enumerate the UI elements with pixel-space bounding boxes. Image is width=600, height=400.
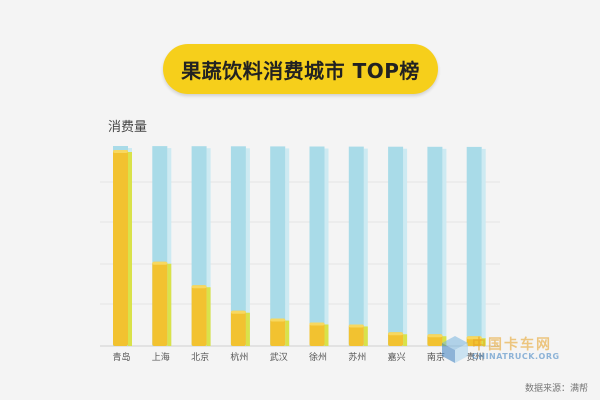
bar-value-3 [191, 285, 207, 346]
bar-1 [113, 146, 132, 346]
watermark-logo: 中国卡车网 CHINATRUCK.ORG [440, 330, 570, 380]
bar-3 [191, 146, 211, 346]
x-tick-label: 南京 [427, 351, 445, 363]
bar-10 [466, 146, 486, 346]
x-tick-label: 贵州 [466, 351, 484, 363]
bar-9 [427, 146, 447, 346]
x-tick-labels: 青岛 上海 北京 杭州 武汉 徐州 苏州 嘉兴 南京 贵州 [112, 351, 484, 363]
bar-value-5 [270, 318, 286, 346]
data-source: 数据来源：满帮 [524, 384, 588, 394]
bar-4 [230, 146, 250, 346]
bar-value-4 [230, 310, 246, 346]
x-tick-label: 苏州 [348, 351, 366, 363]
x-tick-label: 武汉 [270, 351, 288, 363]
bar-2 [152, 146, 172, 346]
x-tick-label: 徐州 [309, 351, 327, 363]
cube-icon [442, 336, 468, 363]
chart-title: 果蔬饮料消费城市 TOP榜 [163, 44, 438, 94]
bar-7 [348, 146, 368, 346]
bar-value-8 [388, 332, 404, 346]
watermark-text-cn: 中国卡车网 [472, 337, 552, 353]
bar-value-6 [309, 322, 325, 346]
bar-value-2 [152, 261, 168, 346]
watermark-text-en: CHINATRUCK.ORG [472, 352, 560, 361]
x-tick-label: 北京 [191, 351, 209, 363]
bar-5 [270, 146, 290, 346]
x-tick-label: 杭州 [230, 351, 248, 363]
bar-value-7 [348, 324, 364, 346]
bar-6 [309, 146, 329, 346]
x-tick-label: 上海 [152, 351, 170, 363]
x-tick-label: 青岛 [112, 351, 130, 363]
y-axis-label: 消费量 [108, 120, 148, 135]
bar-8 [388, 146, 408, 346]
bars [113, 146, 486, 346]
x-tick-label: 嘉兴 [388, 351, 406, 363]
bar-value-1 [113, 150, 128, 346]
